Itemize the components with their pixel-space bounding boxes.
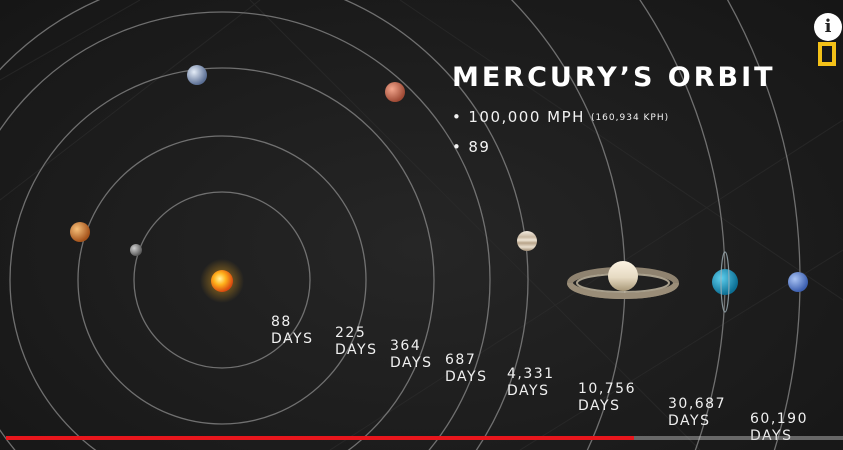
progress-played — [6, 436, 634, 440]
planet-uranus — [712, 251, 738, 313]
fact-bullet: • — [452, 108, 463, 126]
period-label-mercury: 88 DAYS — [271, 314, 313, 348]
orbit-mercury — [133, 191, 311, 369]
period-unit: DAYS — [445, 369, 488, 385]
period-value: 30,687 — [668, 396, 726, 412]
period-value: 60,190 — [750, 411, 808, 427]
progress-bar[interactable] — [6, 436, 843, 440]
planet-venus — [70, 222, 90, 242]
planet-mars — [385, 82, 405, 102]
orbit-mars — [0, 11, 491, 450]
period-value: 4,331 — [507, 366, 555, 382]
period-unit: DAYS — [750, 428, 793, 444]
planet-earth — [187, 65, 207, 85]
info-button[interactable]: i — [814, 13, 842, 41]
period-label-saturn: 10,756 DAYS — [578, 381, 636, 415]
channel-logo — [818, 42, 836, 66]
fact-second-text: 89 — [468, 138, 491, 156]
sun — [211, 270, 233, 292]
period-label-neptune: 60,190 DAYS — [750, 411, 808, 445]
period-unit: DAYS — [390, 355, 433, 371]
period-label-jupiter: 4,331 DAYS — [507, 366, 555, 400]
orbit-venus — [77, 135, 367, 425]
orbit-earth — [9, 67, 435, 450]
period-unit: DAYS — [668, 413, 711, 429]
planet-neptune — [788, 272, 808, 292]
fact-speed-text: 100,000 MPH — [468, 108, 585, 126]
period-value: 10,756 — [578, 381, 636, 397]
period-unit: DAYS — [335, 342, 378, 358]
period-unit: DAYS — [507, 383, 550, 399]
period-label-mars: 687 DAYS — [445, 352, 487, 386]
period-value: 364 — [390, 338, 422, 354]
period-value: 88 — [271, 314, 292, 330]
fact-speed: • 100,000 MPH (160,934 KPH) — [452, 108, 669, 126]
period-unit: DAYS — [271, 331, 314, 347]
planet-saturn — [567, 261, 679, 299]
fact-speed-detail: (160,934 KPH) — [590, 113, 670, 123]
period-label-uranus: 30,687 DAYS — [668, 396, 726, 430]
period-label-venus: 225 DAYS — [335, 325, 377, 359]
period-value: 687 — [445, 352, 477, 368]
period-label-earth: 364 DAYS — [390, 338, 432, 372]
planet-mercury — [130, 244, 142, 256]
period-value: 225 — [335, 325, 367, 341]
video-title: MERCURY’S ORBIT — [452, 62, 776, 93]
fact-bullet: • — [452, 138, 463, 156]
orbit-jupiter — [0, 0, 529, 450]
period-unit: DAYS — [578, 398, 621, 414]
fact-second: • 89 — [452, 138, 490, 156]
planet-jupiter — [517, 231, 537, 251]
